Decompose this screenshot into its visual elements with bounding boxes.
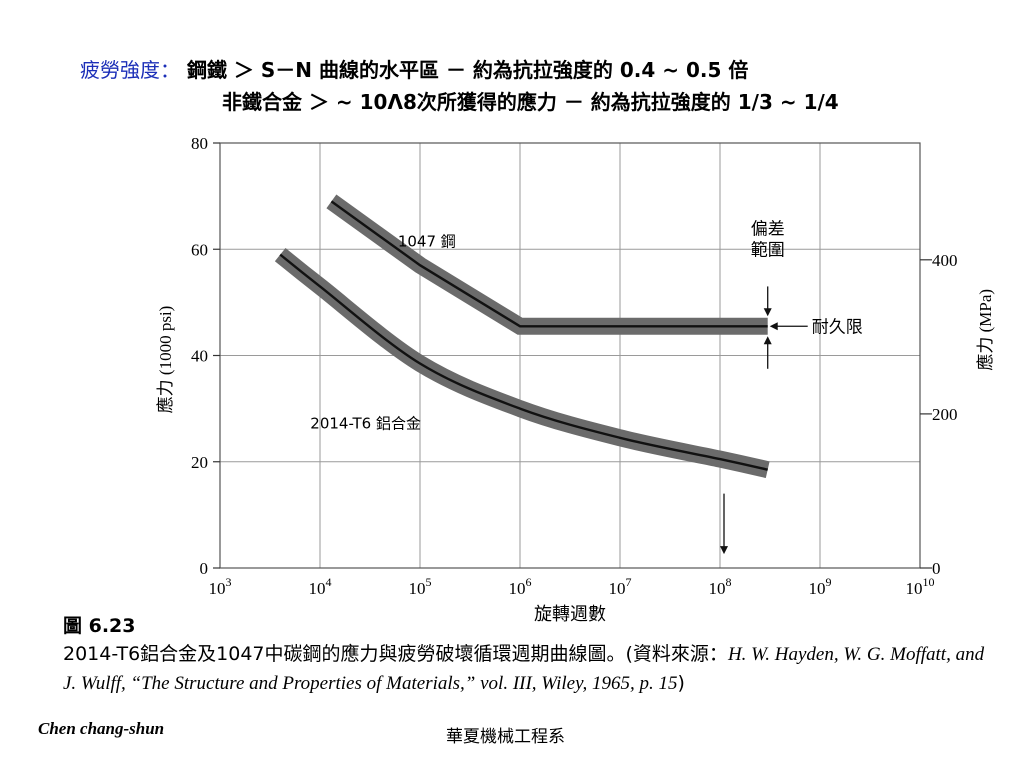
figure-caption: 圖 6.23 2014-T6鋁合金及1047中碳鋼的應力與疲勞破壞循環週期曲線圖… (63, 612, 993, 698)
x-tick-label: 109 (809, 575, 832, 598)
y-tick-label: 40 (191, 347, 208, 366)
x-tick-label: 108 (709, 575, 732, 598)
header-line-2: 非鐵合金 ＞ ~ 10Λ8次所獲得的應力 － 約為抗拉強度的 1/3 ~ 1/4 (222, 90, 839, 114)
x-axis-title: 旋轉週數 (534, 604, 606, 625)
x-tick-label: 1010 (906, 575, 935, 598)
y-tick-label: 20 (191, 453, 208, 472)
caption-text: 2014-T6鋁合金及1047中碳鋼的應力與疲勞破壞循環週期曲線圖。(資料來源： (63, 643, 728, 665)
annotation-scatter-band: 範圍 (751, 241, 785, 261)
caption-closing: ) (677, 672, 685, 694)
y-tick-label: 60 (191, 240, 208, 259)
footer-department: 華夏機械工程系 (446, 727, 565, 747)
x-tick-label: 104 (309, 575, 332, 598)
series-line-1 (279, 253, 768, 471)
author-signature: Chen chang-shun (38, 719, 165, 738)
annotation-scatter-band: 偏差 (751, 220, 785, 240)
y-axis-title: 應力 (1000 psi) (155, 306, 175, 414)
x-tick-label: 107 (609, 575, 632, 598)
arrow-up-head (763, 336, 772, 345)
y2-tick-label: 400 (932, 251, 958, 270)
y-tick-label: 80 (191, 134, 208, 153)
arrow-left-head (769, 322, 778, 331)
series-label-2014: 2014-T6 鋁合金 (310, 415, 421, 433)
arrow-down-head (763, 308, 772, 317)
x-tick-label: 103 (209, 575, 232, 598)
sn-chart: 0 20 40 60 80 0 200 400 103 104 105 106 107 108 109 101… (155, 134, 995, 625)
header-line-1: 疲勞強度： 鋼鐵 ＞ S－N 曲線的水平區 － 約為抗拉強度的 0.4 ~ 0.… (80, 54, 748, 83)
x-tick-label: 106 (509, 575, 532, 598)
series-line-0 (330, 200, 768, 328)
annotation-endurance-limit: 耐久限 (812, 317, 863, 337)
caption-body: 2014-T6鋁合金及1047中碳鋼的應力與疲勞破壞循環週期曲線圖。(資料來源：… (63, 640, 993, 698)
marker-arrow-head (720, 546, 728, 555)
y2-axis-title: 應力 (MPa) (975, 289, 995, 371)
header-label: 疲勞強度： (80, 58, 180, 82)
y-tick-label: 0 (200, 559, 209, 578)
y2-tick-label: 0 (932, 559, 941, 578)
x-tick-label: 105 (409, 575, 432, 598)
y2-tick-label: 200 (932, 405, 958, 424)
figure-number: 圖 6.23 (63, 615, 136, 637)
series-label-1047: 1047 鋼 (398, 233, 456, 251)
caption-reference: H. W. Hayden, W. G. Moffatt, and J. Wulf… (63, 644, 985, 694)
header-line-1-text: 鋼鐵 ＞ S－N 曲線的水平區 － 約為抗拉強度的 0.4 ~ 0.5 倍 (186, 58, 749, 82)
